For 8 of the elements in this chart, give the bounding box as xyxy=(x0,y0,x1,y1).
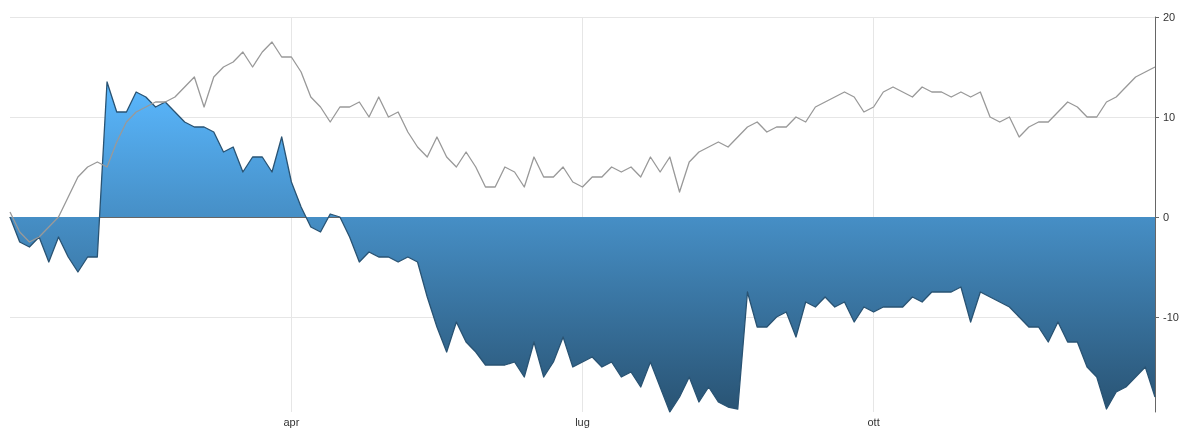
y-tick-label: 20 xyxy=(1163,11,1176,23)
x-tick-label: apr xyxy=(283,415,300,428)
x-tick-label: ott xyxy=(867,415,880,428)
x-tick-label: lug xyxy=(575,415,590,428)
y-tick-label: 0 xyxy=(1163,211,1170,223)
line-series xyxy=(9,41,1156,243)
y-tick-label: 10 xyxy=(1163,111,1176,123)
y-tick-label: -10 xyxy=(1163,311,1179,323)
